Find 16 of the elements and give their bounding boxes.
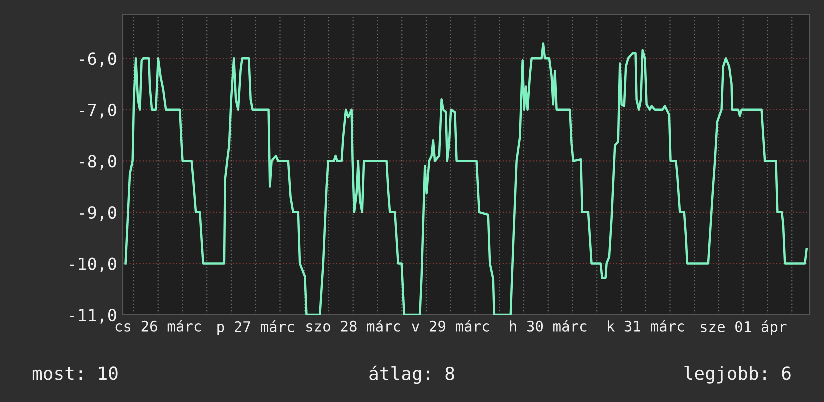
- x-tick-label: p 27 márc: [218, 320, 294, 336]
- text: átlag: 8: [370, 366, 454, 384]
- y-tick-label: -6,0: [80, 52, 116, 68]
- y-tick-label: -7,0: [80, 104, 116, 119]
- y-tick-label: -8,0: [80, 155, 116, 170]
- x-tick-label: cs 26 márc: [116, 320, 202, 332]
- x-tick-label: sze 01 ápr: [700, 320, 787, 336]
- y-tick-label: -11,0: [70, 309, 116, 324]
- x-tick-label: k 31 márc: [608, 320, 684, 332]
- y-tick-label: -10,0: [70, 258, 116, 272]
- x-tick-label: h 30 márc: [510, 320, 587, 332]
- y-tick-label: -9,0: [80, 206, 116, 222]
- text: most: 10: [32, 366, 118, 380]
- text: legjobb: 6: [684, 366, 791, 384]
- x-tick-label: v 29 márc: [412, 320, 490, 332]
- x-tick-label: szo 28 márc: [306, 320, 400, 332]
